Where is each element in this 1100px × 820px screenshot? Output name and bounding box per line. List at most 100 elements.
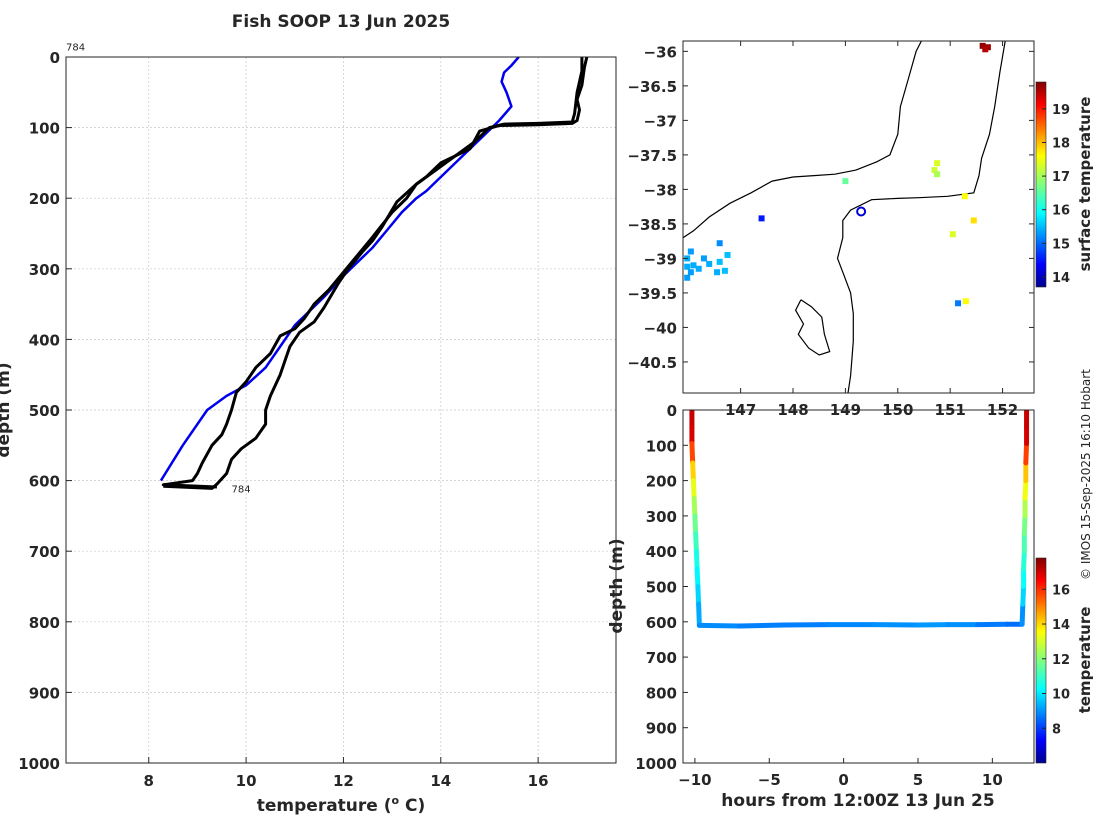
section-x-tick-label: 0 (838, 771, 848, 789)
profile-y-tick-label: 500 (29, 402, 60, 420)
profile-series-profile-b (161, 57, 584, 489)
section-colorbar-tick-label: 12 (1052, 653, 1070, 668)
section-colorbar-tick-label: 14 (1052, 618, 1070, 633)
section-cast-segment (1020, 584, 1027, 607)
map-sst-point (706, 260, 713, 267)
section-cast-segment (693, 531, 699, 554)
section-cast-segment (694, 566, 701, 589)
profile-y-tick-label: 200 (29, 190, 60, 208)
profile-x-tick-label: 10 (236, 772, 257, 790)
profile-x-tick-label: 16 (528, 772, 549, 790)
section-y-tick-label: 400 (646, 543, 677, 561)
section-cast-segment (690, 460, 696, 484)
profile-x-tick-label: 8 (144, 772, 154, 790)
section-y-axis-label: depth (m) (607, 538, 627, 633)
map-colorbar-ticks: 14 15 16 17 18 19 (1042, 103, 1070, 286)
section-y-tick-label: 200 (646, 473, 677, 491)
section-colorbar-ticks: 8 10 12 14 16 (1042, 583, 1070, 737)
map-axes-frame (682, 40, 1035, 394)
section-cast-segment (696, 622, 743, 629)
section-y-tick-label: 900 (646, 720, 677, 738)
map-y-tick-label: −36.5 (627, 78, 677, 96)
section-cast-segment (1021, 548, 1027, 572)
profile-grid (66, 56, 616, 764)
section-cast-segment (1019, 601, 1026, 627)
profile-x-axis-label: temperature (o C) (257, 794, 426, 816)
section-cast-segment (1023, 441, 1030, 466)
map-colorbar-tick-label: 14 (1052, 271, 1070, 286)
section-content (689, 410, 1030, 629)
profile-y-tick-label: 700 (29, 543, 60, 561)
section-cast-segment (692, 513, 699, 537)
section-colorbar-label: temperature (1076, 607, 1094, 714)
profile-y-tick-label: 900 (29, 684, 60, 702)
map-y-tick-label: −39 (644, 250, 677, 268)
section-colorbar (1035, 557, 1047, 764)
profile-x-axis-label-sup: o (392, 794, 400, 807)
map-colorbar-tick-label: 19 (1052, 103, 1070, 118)
map-sst-point (690, 262, 697, 269)
map-sst-point (716, 258, 723, 265)
map-sst-point (724, 251, 731, 258)
profile-ticks: 8 10 12 14 16 0 100 200 300 400 500 600 700 800 900 100… (18, 49, 548, 790)
map-sst-point (684, 274, 691, 281)
map-content (683, 41, 1006, 393)
map-y-tick-label: −37.5 (627, 147, 677, 165)
map-sst-point (687, 269, 694, 276)
map-y-tick-label: −38.5 (627, 216, 677, 234)
section-colorbar-tick-label: 10 (1052, 688, 1070, 703)
map-sst-point (684, 263, 691, 270)
map-sst-point (962, 298, 969, 305)
profile-x-axis-label-main: temperature ( (257, 796, 392, 816)
section-y-tick-label: 300 (646, 508, 677, 526)
profile-y-tick-label: 800 (29, 614, 60, 632)
map-sst-point (931, 167, 938, 174)
profile-chart: Fish SOOP 13 Jun 2025 8 10 12 14 16 0 100 200 30… (0, 12, 617, 816)
map-y-tick-label: −40 (644, 319, 677, 337)
profile-x-tick-label: 14 (430, 772, 451, 790)
map-background (683, 41, 1034, 393)
map-chart: 147 148 149 150 151 152−36−36.5−37−37.5−38−38… (627, 40, 1094, 419)
profile-y-tick-label: 0 (50, 49, 60, 67)
section-y-tick-label: 800 (646, 684, 677, 702)
section-colorbar-tick-label: 16 (1052, 583, 1070, 598)
section-x-tick-label: −5 (758, 771, 781, 789)
section-axes-frame (682, 409, 1035, 764)
profile-y-tick-label: 400 (29, 331, 60, 349)
section-cast-segment (693, 548, 700, 572)
map-sst-point (949, 231, 956, 238)
profile-series-climatology (159, 57, 520, 482)
section-y-tick-label: 0 (667, 402, 677, 420)
map-sst-point (982, 46, 989, 53)
profile-y-tick-label: 1000 (18, 755, 60, 773)
profile-y-tick-label: 100 (29, 120, 60, 138)
map-colorbar-tick-label: 17 (1052, 170, 1070, 185)
section-cast-segment (737, 622, 787, 629)
map-y-tick-label: −37 (644, 112, 677, 130)
section-y-tick-label: 600 (646, 614, 677, 632)
section-cast-segment (691, 495, 698, 519)
section-chart: −10 −5 0 5 100100200300400500600700800900100… (607, 402, 1094, 811)
map-sst-point (700, 255, 707, 262)
profile-y-axis-label: depth (m) (0, 362, 14, 457)
map-y-tick-label: −38 (644, 181, 677, 199)
section-ticks: −10 −5 0 5 100100200300400500600700800900100… (635, 402, 1003, 789)
profile-x-tick-label: 12 (333, 772, 354, 790)
section-colorbar-tick-label: 8 (1052, 722, 1061, 737)
map-sst-point (979, 42, 986, 49)
section-cast-segment (695, 584, 702, 607)
map-sst-point (758, 215, 765, 222)
map-colorbar-label: surface temperature (1076, 97, 1094, 272)
profile-x-axis-label-tail: C) (399, 796, 425, 816)
section-x-tick-label: −10 (678, 771, 711, 789)
profile-annotation: 784 (66, 42, 85, 53)
section-x-tick-label: 10 (982, 771, 1003, 789)
map-sst-point (687, 248, 694, 255)
profile-y-tick-label: 600 (29, 473, 60, 491)
map-sst-point (842, 178, 849, 185)
map-coastline (794, 299, 831, 356)
map-sst-point (934, 171, 941, 178)
section-y-tick-label: 700 (646, 649, 677, 667)
